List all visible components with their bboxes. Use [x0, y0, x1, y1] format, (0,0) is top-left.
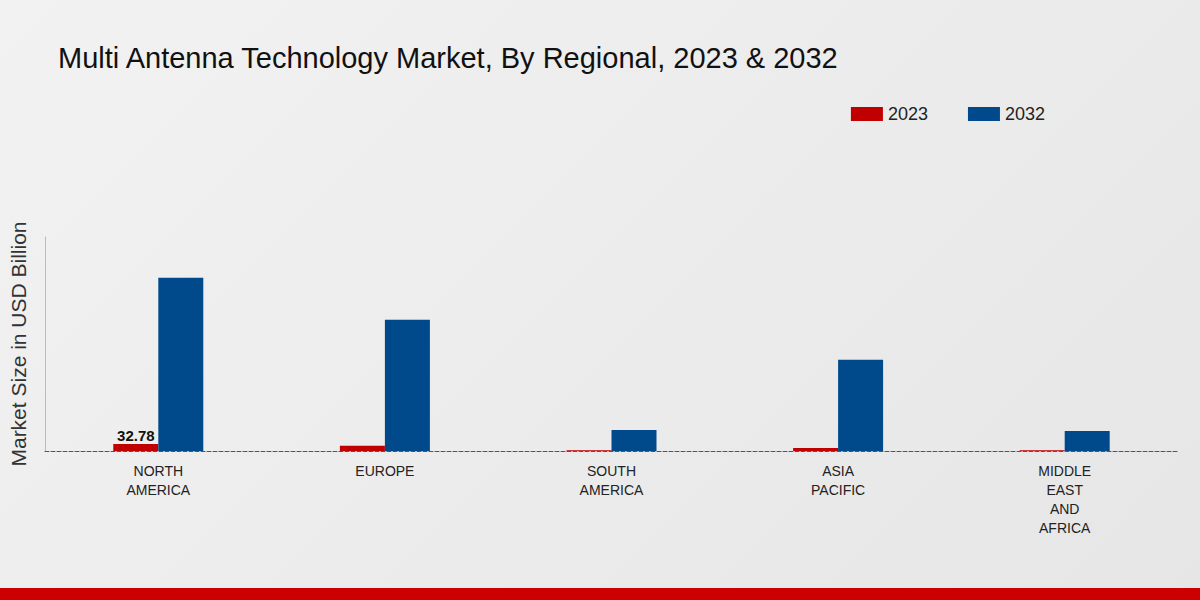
- svg-text:Market Size in USD Billion: Market Size in USD Billion: [7, 221, 30, 466]
- svg-text:Multi Antenna Technology Marke: Multi Antenna Technology Market, By Regi…: [58, 42, 838, 74]
- svg-text:32.78: 32.78: [117, 427, 155, 444]
- svg-text:EUROPE: EUROPE: [355, 463, 414, 479]
- svg-text:AFRICA: AFRICA: [1039, 520, 1091, 536]
- svg-text:MIDDLE: MIDDLE: [1038, 463, 1091, 479]
- svg-text:NORTH: NORTH: [134, 463, 184, 479]
- svg-text:AND: AND: [1050, 501, 1080, 517]
- svg-text:ASIA: ASIA: [822, 463, 855, 479]
- svg-text:AMERICA: AMERICA: [126, 482, 190, 498]
- svg-text:2023: 2023: [888, 104, 928, 124]
- svg-text:2032: 2032: [1005, 104, 1045, 124]
- svg-text:AMERICA: AMERICA: [580, 482, 644, 498]
- svg-text:EAST: EAST: [1046, 482, 1083, 498]
- svg-text:SOUTH: SOUTH: [587, 463, 636, 479]
- svg-text:PACIFIC: PACIFIC: [811, 482, 865, 498]
